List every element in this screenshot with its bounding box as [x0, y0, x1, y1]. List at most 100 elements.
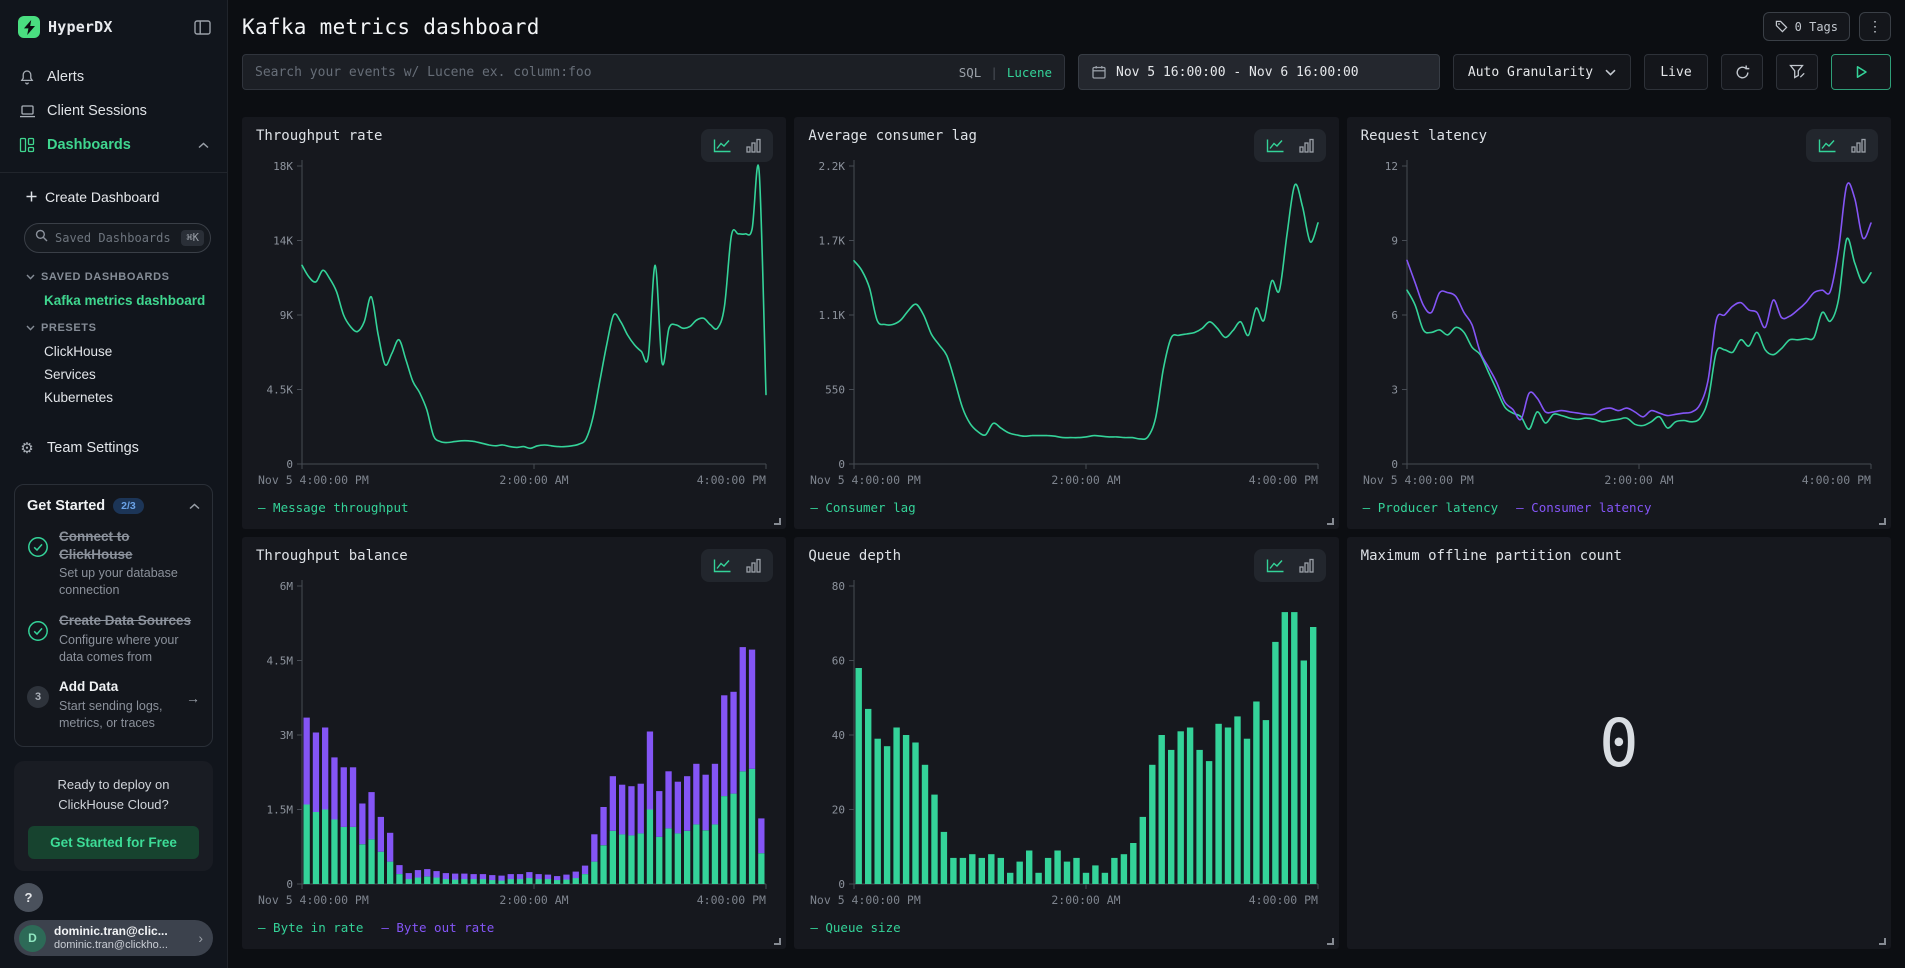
sidebar-item-services[interactable]: Services: [44, 367, 213, 382]
filter-button[interactable]: [1776, 54, 1818, 90]
legend-item-consumer-lag[interactable]: — Consumer lag: [810, 500, 915, 515]
kebab-icon: ⋮: [1868, 18, 1882, 35]
create-dashboard-button[interactable]: Create Dashboard: [14, 185, 213, 209]
date-range-picker[interactable]: Nov 5 16:00:00 - Nov 6 16:00:00: [1078, 54, 1440, 90]
granularity-select[interactable]: Auto Granularity: [1453, 54, 1631, 90]
legend-item-consumer-latency[interactable]: — Consumer latency: [1516, 500, 1651, 515]
team-settings-label: Team Settings: [47, 440, 139, 456]
chart-canvas: 04.5K9K14K18KNov 5 4:00:00 PM2:00:00 AM4…: [256, 146, 771, 498]
get-started-title: Get Started: [27, 498, 105, 514]
chevron-up-icon[interactable]: [198, 137, 209, 153]
legend-item-queue-size[interactable]: — Queue size: [810, 920, 900, 935]
sql-mode-toggle[interactable]: SQL: [959, 65, 982, 80]
legend-item-message-throughput[interactable]: — Message throughput: [258, 500, 409, 515]
panel-resize-handle[interactable]: [1879, 938, 1886, 945]
panel-resize-handle[interactable]: [774, 518, 781, 525]
tags-button[interactable]: 0 Tags: [1763, 12, 1850, 41]
user-menu[interactable]: D dominic.tran@clic... dominic.tran@clic…: [14, 920, 213, 956]
charts-grid: Throughput rate04.5K9K14K18KNov 5 4:00:0…: [242, 117, 1891, 949]
step-subtitle: Set up your database connection: [59, 565, 200, 599]
chevron-up-icon[interactable]: [189, 497, 200, 515]
refresh-icon: [1734, 64, 1751, 81]
svg-text:9K: 9K: [280, 309, 294, 322]
filter-icon: [1789, 64, 1806, 80]
chevron-down-icon: [26, 274, 35, 280]
svg-text:6: 6: [1391, 309, 1398, 322]
svg-text:3M: 3M: [280, 729, 294, 742]
legend-item-byte-in-rate[interactable]: — Byte in rate: [258, 920, 363, 935]
refresh-button[interactable]: [1721, 54, 1763, 90]
svg-text:12: 12: [1384, 160, 1397, 173]
svg-text:1.1K: 1.1K: [819, 309, 846, 322]
live-button[interactable]: Live: [1644, 54, 1708, 90]
cloud-promo-card: Ready to deploy on ClickHouse Cloud? Get…: [14, 761, 213, 871]
chart-legend: — Producer latency — Consumer latency: [1361, 500, 1877, 515]
bar-chart-toggle-icon[interactable]: [1299, 558, 1314, 573]
help-button[interactable]: ?: [14, 883, 43, 912]
bar-chart-toggle-icon[interactable]: [1851, 138, 1866, 153]
sidebar-item-clickhouse[interactable]: ClickHouse: [44, 344, 213, 359]
sidebar-item-label: Alerts: [47, 69, 84, 85]
check-circle-icon: [27, 536, 49, 558]
legend-item-byte-out-rate[interactable]: — Byte out rate: [381, 920, 494, 935]
more-options-button[interactable]: ⋮: [1859, 12, 1891, 41]
big-number-value: 0: [1599, 705, 1639, 782]
svg-text:4:00:00 PM: 4:00:00 PM: [1249, 893, 1318, 907]
event-search-input[interactable]: [255, 65, 949, 80]
line-chart-toggle-icon[interactable]: [1818, 138, 1837, 153]
svg-text:Nov 5 4:00:00 PM: Nov 5 4:00:00 PM: [810, 893, 921, 907]
get-started-step-add-data[interactable]: 3 Add Data Start sending logs, metrics, …: [27, 678, 200, 731]
sidebar-item-dashboards[interactable]: Dashboards: [14, 128, 213, 162]
gear-icon: ⚙: [18, 439, 36, 457]
sidebar-collapse-icon[interactable]: [194, 20, 211, 35]
sidebar-item-kubernetes[interactable]: Kubernetes: [44, 390, 213, 405]
chart-type-toggle: [701, 129, 773, 162]
arrow-right-icon: →: [186, 690, 200, 706]
sidebar-item-team-settings[interactable]: ⚙ Team Settings: [14, 435, 213, 461]
svg-text:2:00:00 AM: 2:00:00 AM: [1052, 893, 1121, 907]
panel-resize-handle[interactable]: [1879, 518, 1886, 525]
svg-text:Nov 5 4:00:00 PM: Nov 5 4:00:00 PM: [1363, 473, 1474, 487]
get-started-step-connect[interactable]: Connect to ClickHouse Set up your databa…: [27, 528, 200, 599]
svg-text:4:00:00 PM: 4:00:00 PM: [697, 893, 766, 907]
svg-text:14K: 14K: [273, 235, 293, 248]
chart-legend: — Queue size: [808, 920, 1324, 935]
svg-text:4.5M: 4.5M: [267, 655, 294, 668]
line-chart-toggle-icon[interactable]: [713, 558, 732, 573]
panel-resize-handle[interactable]: [774, 938, 781, 945]
saved-dashboards-search-input[interactable]: [55, 231, 174, 245]
progress-badge: 2/3: [113, 498, 144, 514]
svg-text:1.5M: 1.5M: [267, 804, 294, 817]
line-chart-toggle-icon[interactable]: [1266, 138, 1285, 153]
svg-text:6M: 6M: [280, 580, 294, 593]
svg-text:0: 0: [1391, 458, 1398, 471]
step-title: Add Data: [59, 678, 176, 696]
sidebar-item-kafka-dashboard[interactable]: Kafka metrics dashboard: [44, 293, 213, 308]
avatar: D: [19, 925, 46, 952]
check-circle-icon: [27, 620, 49, 642]
page-title: Kafka metrics dashboard: [242, 15, 540, 39]
line-chart-toggle-icon[interactable]: [1266, 558, 1285, 573]
lucene-mode-toggle[interactable]: Lucene: [1007, 65, 1052, 80]
mode-separator: |: [990, 65, 998, 80]
dashboard-grid-icon: [18, 137, 36, 153]
bar-chart-toggle-icon[interactable]: [746, 558, 761, 573]
bar-chart-toggle-icon[interactable]: [1299, 138, 1314, 153]
panel-title: Average consumer lag: [808, 128, 1324, 144]
bar-chart-toggle-icon[interactable]: [746, 138, 761, 153]
panel-resize-handle[interactable]: [1327, 518, 1334, 525]
run-query-button[interactable]: [1831, 54, 1891, 90]
line-chart-toggle-icon[interactable]: [713, 138, 732, 153]
legend-item-producer-latency[interactable]: — Producer latency: [1363, 500, 1498, 515]
saved-dashboards-search[interactable]: ⌘K: [24, 223, 211, 253]
user-email: dominic.tran@clickho...: [54, 939, 190, 952]
sidebar-item-client-sessions[interactable]: Client Sessions: [14, 94, 213, 128]
svg-text:0: 0: [286, 458, 293, 471]
svg-text:4:00:00 PM: 4:00:00 PM: [697, 473, 766, 487]
panel-resize-handle[interactable]: [1327, 938, 1334, 945]
sidebar-item-alerts[interactable]: Alerts: [14, 60, 213, 94]
saved-dashboards-section-header[interactable]: SAVED DASHBOARDS: [26, 271, 213, 283]
get-started-free-button[interactable]: Get Started for Free: [28, 826, 199, 859]
get-started-step-sources[interactable]: Create Data Sources Configure where your…: [27, 612, 200, 665]
presets-section-header[interactable]: PRESETS: [26, 322, 213, 334]
